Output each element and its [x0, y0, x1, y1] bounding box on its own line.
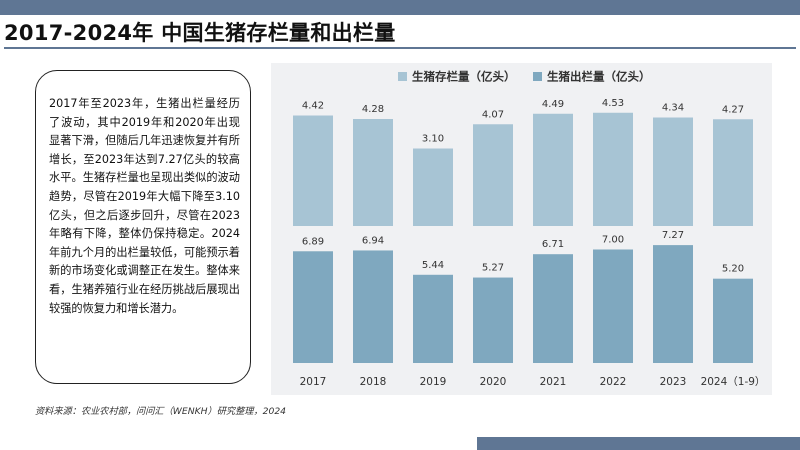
data-label-s2-1: 6.89	[302, 236, 324, 247]
data-label-s2-6: 7.00	[602, 234, 624, 245]
bar-s1-7	[653, 117, 693, 226]
data-label-s1-7: 4.34	[662, 103, 684, 114]
bar-s2-2	[353, 250, 393, 363]
x-tick-label-8: 2024（1-9）	[701, 376, 766, 388]
bar-s2-7	[653, 245, 693, 363]
data-label-s1-1: 4.42	[302, 101, 324, 112]
data-label-s1-8: 4.27	[722, 104, 744, 115]
bottom-accent-bar	[477, 437, 800, 450]
bar-s1-5	[533, 113, 573, 226]
legend-label-2: 生猪出栏量（亿头）	[547, 70, 651, 84]
top-accent-bar	[0, 0, 800, 15]
x-tick-label-3: 2019	[420, 376, 447, 388]
data-label-s2-7: 7.27	[662, 230, 684, 241]
bar-s1-8	[713, 119, 753, 226]
bar-s2-8	[713, 278, 753, 363]
bar-chart: 生猪存栏量（亿头） 生猪出栏量（亿头） 4.42 4.28 3.10 4.07 4.49 4.…	[293, 70, 766, 388]
page-title: 2017-2024年 中国生猪存栏量和出栏量	[4, 21, 396, 45]
data-label-s1-5: 4.49	[542, 99, 564, 110]
data-label-s1-4: 4.07	[482, 109, 504, 120]
bar-s2-5	[533, 254, 573, 363]
summary-card: 2017年至2023年，生猪出栏量经历了波动，其中2019年和2020年出现显著…	[35, 70, 251, 384]
bar-s2-4	[473, 277, 513, 363]
bar-s1-2	[353, 119, 393, 226]
legend-label-1: 生猪存栏量（亿头）	[412, 70, 516, 84]
data-label-s1-2: 4.28	[362, 104, 384, 115]
data-label-s2-8: 5.20	[722, 264, 744, 275]
bar-s2-3	[413, 274, 453, 363]
x-tick-label-4: 2020	[480, 376, 507, 388]
data-label-s1-6: 4.53	[602, 98, 624, 109]
legend-swatch-1	[398, 72, 407, 81]
x-tick-label-5: 2021	[540, 376, 567, 388]
x-tick-label-6: 2022	[600, 376, 627, 388]
title-divider	[4, 47, 796, 49]
x-tick-label-2: 2018	[360, 376, 387, 388]
summary-text: 2017年至2023年，生猪出栏量经历了波动，其中2019年和2020年出现显著…	[49, 97, 240, 315]
bar-s1-4	[473, 124, 513, 226]
x-tick-label-1: 2017	[300, 376, 327, 388]
chart-panel: 生猪存栏量（亿头） 生猪出栏量（亿头） 4.42 4.28 3.10 4.07 4.49 4.…	[271, 63, 772, 395]
bar-s1-3	[413, 148, 453, 226]
legend-swatch-2	[533, 72, 542, 81]
bar-s2-1	[293, 251, 333, 363]
data-label-s1-3: 3.10	[422, 134, 444, 145]
bar-s1-1	[293, 115, 333, 226]
x-tick-label-7: 2023	[660, 376, 687, 388]
data-label-s2-5: 6.71	[542, 239, 564, 250]
data-label-s2-2: 6.94	[362, 235, 384, 246]
bar-s2-6	[593, 249, 633, 363]
source-note: 资料来源：农业农村部，问问汇（WENKH）研究整理，2024	[35, 406, 287, 417]
data-label-s2-3: 5.44	[422, 260, 444, 271]
bar-s1-6	[593, 112, 633, 226]
data-label-s2-4: 5.27	[482, 263, 504, 274]
